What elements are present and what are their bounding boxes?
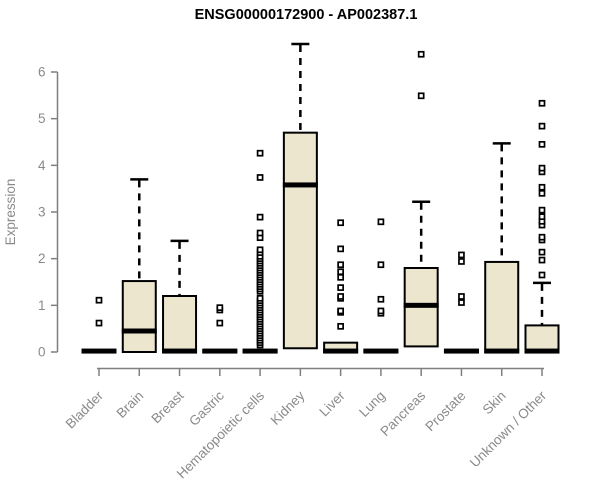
y-tick-label-3: 3 — [38, 205, 46, 220]
outlier-point — [337, 293, 344, 300]
outlier-point — [337, 245, 344, 253]
median-line — [443, 348, 479, 354]
median-line — [403, 302, 439, 308]
x-tick-label-brain: Brain — [114, 388, 147, 421]
outlier-point — [538, 99, 546, 107]
outlier-point — [417, 92, 425, 100]
outlier-point — [95, 319, 103, 327]
outlier-point — [337, 219, 344, 227]
box-group-skin — [484, 142, 520, 354]
outlier-point — [377, 307, 385, 315]
y-tick-label-4: 4 — [38, 158, 46, 173]
y-tick-label-1: 1 — [38, 298, 46, 313]
outlier-point — [458, 251, 465, 259]
outlier-point — [538, 140, 546, 148]
outlier-point — [538, 164, 546, 172]
x-tick-label-pancreas: Pancreas — [377, 388, 428, 439]
chart-title: ENSG00000172900 - AP002387.1 — [195, 7, 418, 23]
box-group-kidney — [282, 42, 318, 350]
box-group-lung — [363, 218, 399, 354]
outlier-point — [538, 213, 546, 221]
outlier-point — [538, 183, 546, 191]
box-rect — [121, 280, 157, 354]
box-group-unknown-other — [524, 99, 560, 354]
box-group-brain — [121, 178, 157, 354]
median-line — [282, 182, 318, 188]
outlier-point — [377, 218, 385, 226]
x-tick-label-prostate: Prostate — [422, 388, 468, 434]
outlier-point — [256, 229, 264, 237]
x-tick-label-lung: Lung — [356, 388, 388, 420]
outlier-point — [95, 296, 103, 304]
box-rect — [484, 260, 520, 353]
median-line — [242, 348, 278, 354]
outlier-point — [337, 322, 344, 330]
box-rect — [524, 324, 560, 353]
outlier-point — [458, 258, 465, 265]
boxes — [81, 42, 560, 354]
outlier-point — [256, 213, 264, 221]
y-axis-title: Expression — [3, 179, 18, 246]
outlier-point — [337, 261, 344, 269]
outlier-point — [216, 304, 224, 312]
outlier-point — [538, 256, 546, 264]
outlier-point — [538, 271, 546, 279]
box-group-breast — [162, 239, 198, 354]
median-line — [323, 348, 359, 354]
box-rect — [162, 295, 198, 353]
median-line — [81, 348, 117, 354]
outlier-point — [216, 319, 224, 327]
median-line — [162, 348, 198, 354]
box-group-hematopoietic-cells — [242, 149, 278, 354]
median-line — [202, 348, 238, 354]
outlier-point — [337, 284, 344, 291]
outlier-point — [256, 294, 264, 302]
x-tick-label-liver: Liver — [316, 388, 348, 420]
box-group-liver — [323, 219, 359, 354]
x-tick-label-breast: Breast — [148, 388, 186, 426]
y-tick-label-2: 2 — [38, 251, 46, 266]
outlier-point — [337, 307, 344, 315]
x-tick-label-bladder: Bladder — [63, 388, 107, 432]
outlier-point — [337, 268, 344, 276]
box-group-prostate — [443, 251, 479, 354]
outlier-point — [377, 295, 385, 303]
median-line — [524, 348, 560, 354]
median-line — [121, 328, 157, 334]
outlier-point — [538, 233, 546, 241]
outlier-point — [538, 206, 546, 214]
y-tick-label-0: 0 — [38, 345, 46, 360]
outlier-point — [538, 189, 546, 197]
x-tick-label-unknown-other: Unknown / Other — [467, 388, 550, 471]
box-group-pancreas — [403, 50, 439, 348]
median-line — [484, 348, 520, 354]
outlier-point — [417, 50, 425, 58]
outlier-point — [538, 248, 546, 256]
x-tick-label-kidney: Kidney — [268, 388, 308, 428]
outlier-point — [458, 293, 465, 300]
outlier-point — [458, 299, 465, 306]
outlier-point — [256, 174, 264, 181]
x-tick-label-skin: Skin — [480, 388, 509, 417]
median-line — [363, 348, 399, 354]
y-tick-label-5: 5 — [38, 111, 46, 126]
box-group-bladder — [81, 296, 117, 354]
outlier-point — [377, 261, 385, 269]
outlier-point — [538, 122, 546, 130]
y-tick-label-6: 6 — [38, 65, 46, 80]
box-rect — [282, 131, 318, 350]
box-group-gastric — [202, 304, 238, 354]
outlier-point — [256, 246, 264, 254]
outlier-point — [256, 149, 264, 157]
outlier-point — [337, 273, 344, 281]
